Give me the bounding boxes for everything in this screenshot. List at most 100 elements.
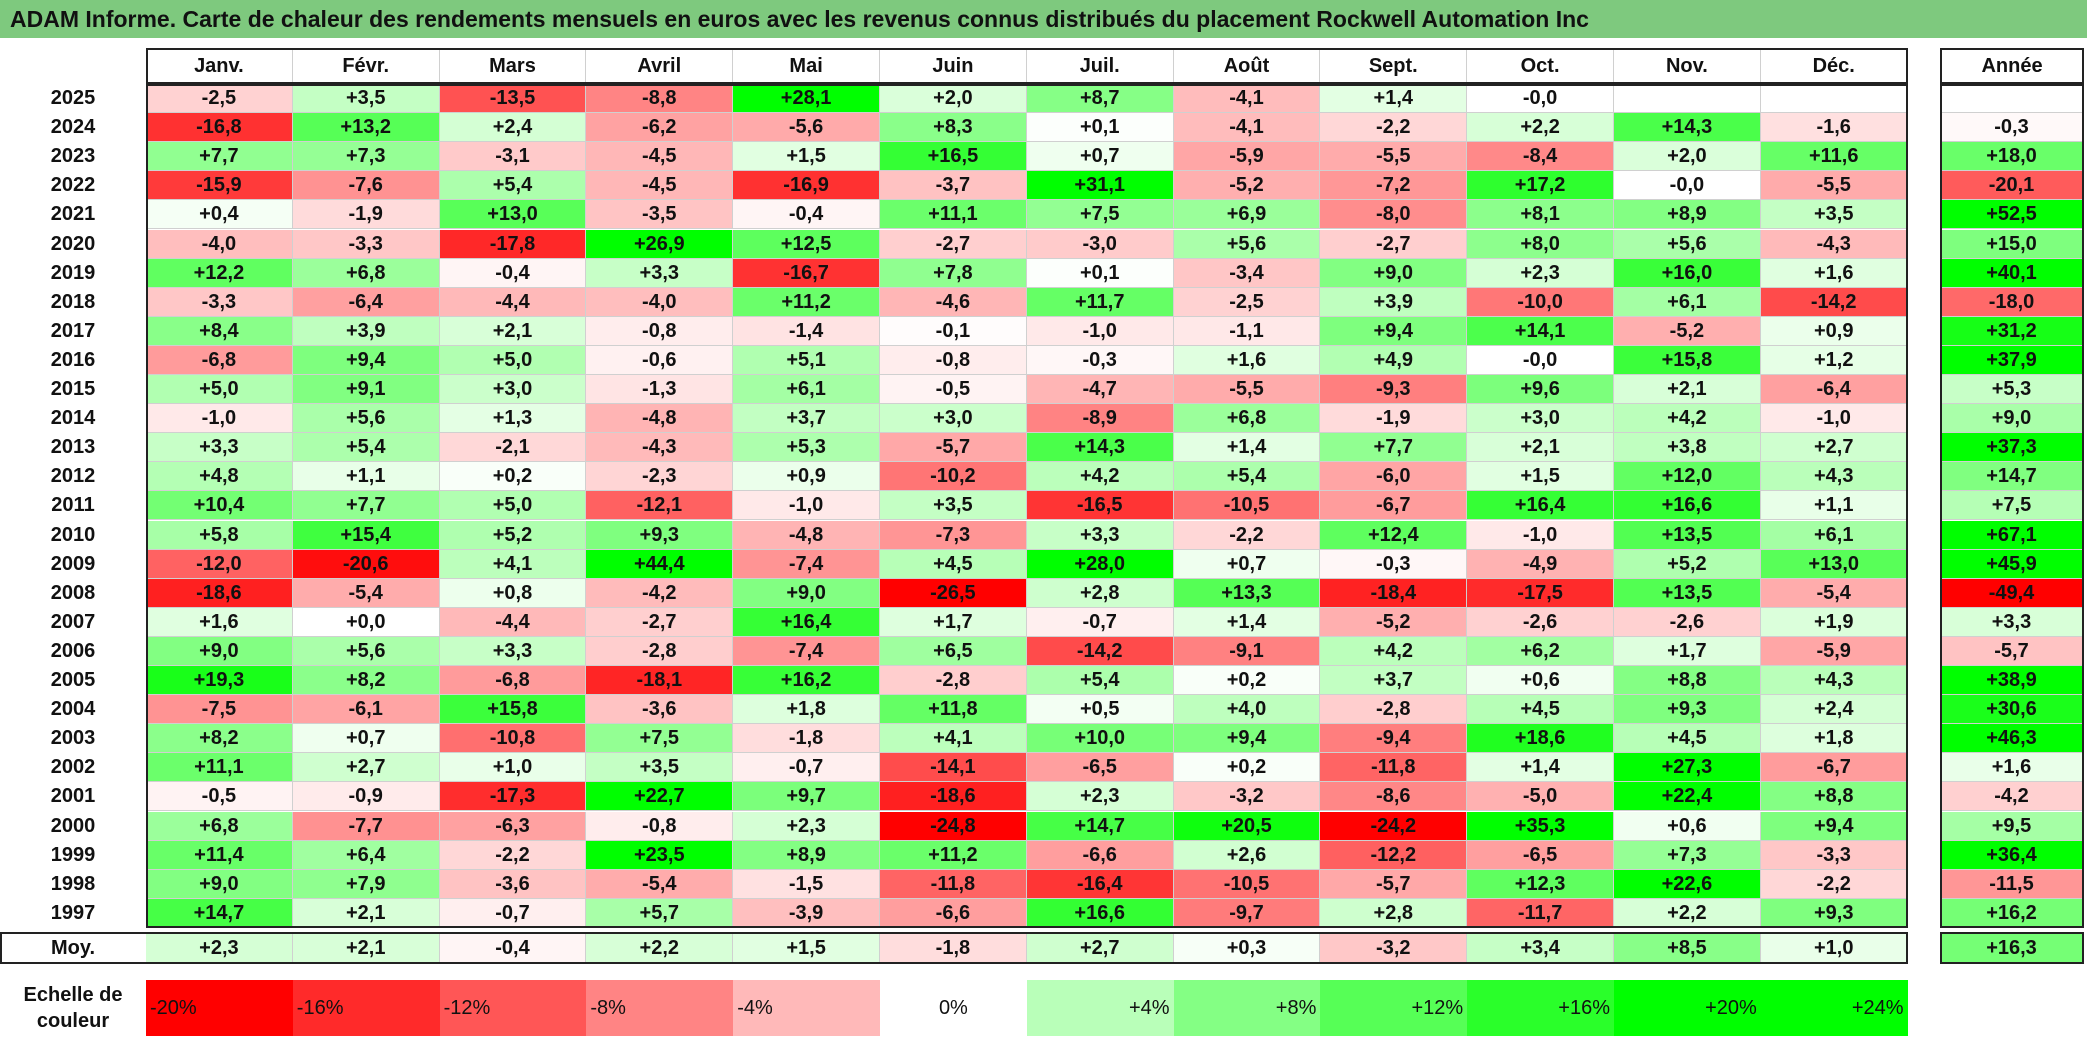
heatmap-cell: -3,6 (439, 869, 587, 899)
month-header: Oct. (1467, 48, 1614, 84)
heatmap-cell: +23,5 (586, 840, 734, 870)
heatmap-cell: +35,3 (1467, 811, 1614, 841)
heatmap-cell: +12,4 (1320, 520, 1468, 550)
heatmap-cell: +1,4 (1467, 753, 1614, 783)
heatmap-cell: +16,5 (880, 142, 1027, 172)
heatmap-cell: +6,8 (146, 811, 293, 841)
heatmap-cell: -11,8 (880, 869, 1027, 899)
heatmap-cell: -5,2 (1614, 316, 1761, 346)
heatmap-cell: +2,2 (1614, 898, 1761, 928)
annual-cell: +1,6 (1940, 753, 2084, 783)
heatmap-cell: +2,7 (1760, 433, 1908, 463)
average-cell: +1,0 (1760, 931, 1908, 964)
heatmap-cell: +0,1 (1026, 113, 1174, 143)
heatmap-cell: +11,2 (733, 287, 880, 317)
annual-cell: +7,5 (1940, 491, 2084, 521)
heatmap-cell: +7,9 (292, 869, 440, 899)
heatmap-cell: +16,0 (1614, 258, 1761, 288)
heatmap-cell: +26,9 (586, 229, 734, 259)
heatmap-cell: +15,8 (1614, 345, 1761, 375)
heatmap-cell: -14,2 (1760, 287, 1908, 317)
heatmap-cell: -6,5 (1026, 753, 1174, 783)
heatmap-cell: -16,4 (1026, 869, 1174, 899)
heatmap-cell: -5,6 (733, 113, 880, 143)
heatmap-cell: -4,8 (586, 404, 734, 434)
heatmap-cell: +0,0 (292, 607, 440, 637)
year-label: 2005 (50, 669, 96, 691)
heatmap-cell: -5,4 (292, 578, 440, 608)
heatmap-cell: -2,5 (146, 84, 293, 114)
average-cell: +0,3 (1173, 931, 1321, 964)
heatmap-cell: +2,3 (1467, 258, 1614, 288)
heatmap-cell: +0,2 (439, 462, 587, 492)
year-label: 2003 (50, 727, 96, 750)
heatmap-cell: -1,8 (733, 724, 880, 754)
heatmap-cell: +4,5 (1467, 695, 1614, 725)
average-cell: +2,1 (292, 931, 440, 964)
heatmap-cell: +3,9 (1320, 287, 1468, 317)
year-label: 2018 (50, 290, 96, 313)
heatmap-cell: -6,6 (1026, 840, 1174, 870)
heatmap-cell: +6,9 (1173, 200, 1321, 230)
heatmap-cell: +19,3 (146, 666, 293, 696)
heatmap-cell: -1,0 (1760, 404, 1908, 434)
heatmap-cell: +4,1 (880, 724, 1027, 754)
annual-cell: +15,0 (1940, 229, 2084, 259)
average-cell: +3,4 (1467, 931, 1614, 964)
heatmap-cell: -11,7 (1467, 898, 1614, 928)
heatmap-cell: +4,9 (1320, 345, 1468, 375)
color-scale-swatch: +4% (1026, 980, 1174, 1036)
heatmap-cell: -3,3 (292, 229, 440, 259)
heatmap-cell: -0,7 (733, 753, 880, 783)
heatmap-cell: +9,4 (1320, 316, 1468, 346)
heatmap-cell: +0,7 (1026, 142, 1174, 172)
heatmap-cell: -12,1 (586, 491, 734, 521)
color-scale-swatch: -8% (586, 980, 734, 1036)
heatmap-cell: +4,2 (1320, 636, 1468, 666)
year-label: 2010 (50, 523, 96, 546)
heatmap-cell: -8,6 (1320, 782, 1468, 812)
heatmap-cell: +1,4 (1173, 433, 1321, 463)
heatmap-cell: -20,6 (292, 549, 440, 579)
annual-cell: -49,4 (1940, 578, 2084, 608)
annual-cell: +9,5 (1940, 811, 2084, 841)
heatmap-cell: +2,1 (1614, 375, 1761, 405)
annual-cell: -20,1 (1940, 171, 2084, 201)
heatmap-cell: -17,5 (1467, 578, 1614, 608)
heatmap-cell: +3,5 (880, 491, 1027, 521)
heatmap-cell: +1,5 (733, 142, 880, 172)
year-label: 2009 (50, 552, 96, 575)
annual-cell: +46,3 (1940, 724, 2084, 754)
heatmap-cell: -6,3 (439, 811, 587, 841)
heatmap-cell: +13,5 (1614, 578, 1761, 608)
heatmap-cell: +2,1 (439, 316, 587, 346)
heatmap-cell: +20,5 (1173, 811, 1321, 841)
heatmap-cell: -3,3 (1760, 840, 1908, 870)
heatmap-cell: -6,8 (439, 666, 587, 696)
heatmap-cell: +0,1 (1026, 258, 1174, 288)
heatmap-cell: -0,0 (1614, 171, 1761, 201)
annual-cell: +37,3 (1940, 433, 2084, 463)
heatmap-cell: +5,4 (1173, 462, 1321, 492)
heatmap-cell: +8,7 (1026, 84, 1174, 114)
heatmap-cell: -0,5 (880, 375, 1027, 405)
average-cell: +2,3 (146, 931, 293, 964)
heatmap-cell: +4,8 (146, 462, 293, 492)
heatmap-cell: +11,6 (1760, 142, 1908, 172)
heatmap-cell: +5,4 (439, 171, 587, 201)
color-scale-label-line2: couleur (36, 1010, 110, 1032)
heatmap-cell: -6,7 (1320, 491, 1468, 521)
average-cell: +2,7 (1026, 931, 1174, 964)
heatmap-cell: -0,3 (1320, 549, 1468, 579)
heatmap-cell: -6,2 (586, 113, 734, 143)
heatmap-cell: +2,8 (1026, 578, 1174, 608)
heatmap-cell: +5,4 (1026, 666, 1174, 696)
year-label: 2023 (50, 145, 96, 168)
month-header: Sept. (1320, 48, 1468, 84)
color-scale-swatch: -16% (292, 980, 440, 1036)
heatmap-cell: +11,1 (146, 753, 293, 783)
heatmap-cell: -6,6 (880, 898, 1027, 928)
heatmap-cell: +6,1 (1760, 520, 1908, 550)
heatmap-cell: -16,9 (733, 171, 880, 201)
year-label: 2022 (50, 174, 96, 197)
